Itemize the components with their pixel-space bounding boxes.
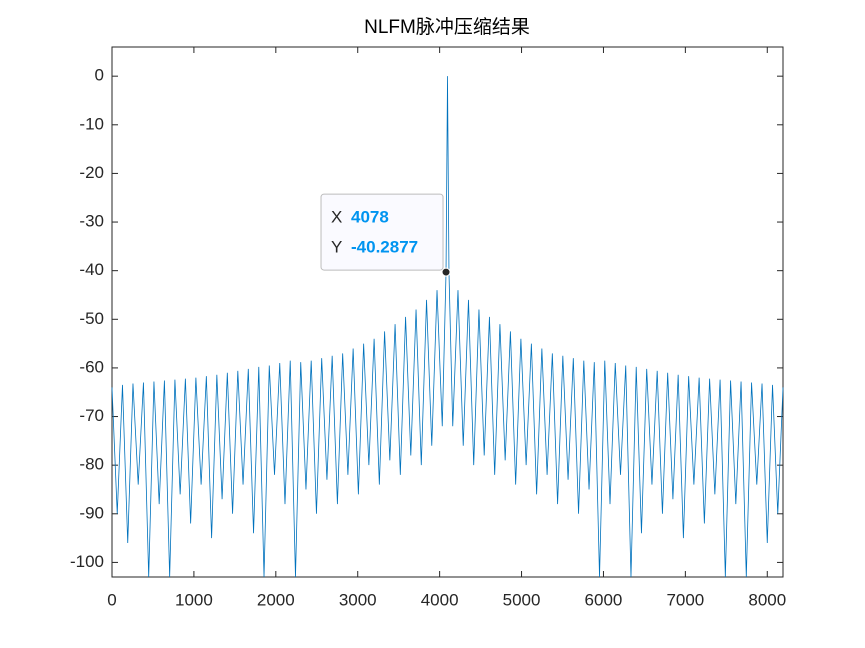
y-tick-label: -70 <box>79 406 104 425</box>
y-tick-label: -40 <box>79 260 104 279</box>
plot-area <box>111 46 784 578</box>
y-tick-label: -90 <box>79 503 104 522</box>
x-tick-label: 1000 <box>175 590 213 609</box>
y-tick-label: -10 <box>79 114 104 133</box>
chart-title: NLFM脉冲压缩结果 <box>364 16 530 38</box>
y-tick-label: 0 <box>95 66 104 85</box>
datatip: X 4078 Y -40.2877 <box>320 193 444 271</box>
y-tick-label: -20 <box>79 163 104 182</box>
x-tick-label: 5000 <box>503 590 541 609</box>
datatip-marker <box>441 267 451 277</box>
y-tick-label: -50 <box>79 309 104 328</box>
x-tick-label: 6000 <box>585 590 623 609</box>
datatip-y-value: -40.2877 <box>351 238 418 257</box>
datatip-box <box>320 193 444 271</box>
x-tick-label: 8000 <box>748 590 786 609</box>
y-tick-label: -60 <box>79 357 104 376</box>
datatip-x-label: X <box>331 208 342 227</box>
y-tick-label: -30 <box>79 212 104 231</box>
y-tick-label: -100 <box>70 552 104 571</box>
x-tick-label: 7000 <box>666 590 704 609</box>
x-tick-label: 3000 <box>339 590 377 609</box>
datatip-y-label: Y <box>331 238 342 257</box>
x-tick-label: 4000 <box>421 590 459 609</box>
datatip-x-value: 4078 <box>351 208 389 227</box>
x-tick-label: 2000 <box>257 590 295 609</box>
x-tick-label: 0 <box>107 590 116 609</box>
series-line <box>111 76 784 578</box>
y-tick-label: -80 <box>79 455 104 474</box>
